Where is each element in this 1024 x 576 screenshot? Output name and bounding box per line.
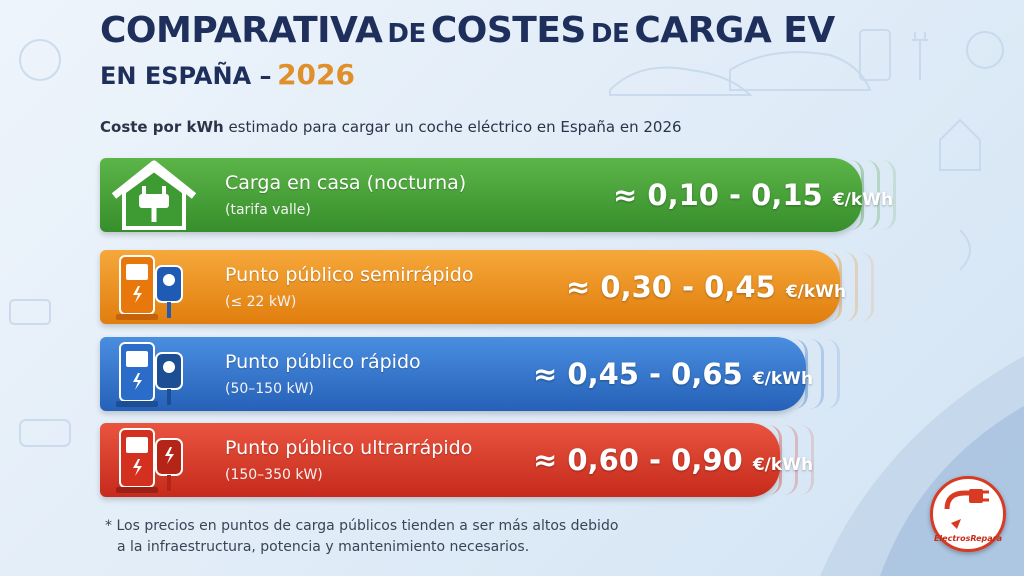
cost-bar	[100, 337, 806, 411]
title-word: COSTES	[430, 10, 587, 51]
footnote-line1: * Los precios en puntos de carga público…	[105, 518, 619, 534]
bar-trail	[866, 160, 880, 230]
bar-trail	[794, 339, 808, 409]
title-word: CARGA EV	[634, 10, 835, 51]
bar-trail	[844, 252, 858, 322]
price-unit: €/kWh	[752, 369, 814, 389]
title-word: DE	[387, 19, 426, 49]
orange-charger-icon	[104, 250, 204, 324]
logo-text: ElectrosRepara	[933, 534, 1003, 543]
bar-trail	[850, 160, 864, 230]
bar-trail	[882, 160, 896, 230]
bar-trail	[768, 425, 782, 495]
row-sublabel: (tarifa valle)	[225, 202, 311, 218]
title-word: DE	[590, 19, 630, 49]
cost-bar	[100, 158, 862, 232]
row-price: ≈ 0,30 - 0,45 €/kWh	[566, 270, 846, 304]
title-word: COMPARATIVA	[100, 10, 383, 51]
brand-logo[interactable]: ElectrosRepara	[930, 476, 1006, 552]
footnote-line2: a la infraestructura, potencia y manteni…	[117, 539, 530, 555]
row-sublabel: (150–350 kW)	[225, 467, 323, 483]
bar-trail	[800, 425, 814, 495]
subtitle: Coste por kWh estimado para cargar un co…	[100, 118, 682, 136]
bar-trail	[860, 252, 874, 322]
page-title-line1: COMPARATIVA DE COSTES DE CARGA EV	[100, 10, 835, 51]
row-label: Punto público ultrarrápido	[225, 437, 473, 459]
row-sublabel: (50–150 kW)	[225, 381, 314, 397]
bar-trail	[810, 339, 824, 409]
title-year: 2026	[277, 58, 356, 91]
row-price: ≈ 0,60 - 0,90 €/kWh	[533, 443, 813, 477]
price-range: ≈ 0,45 - 0,65	[533, 357, 743, 391]
bar-trail	[784, 425, 798, 495]
row-sublabel: (≤ 22 kW)	[225, 294, 297, 310]
subtitle-bold: Coste por kWh	[100, 118, 224, 136]
blue-charger-icon	[104, 337, 204, 411]
page-title-line2: EN ESPAÑA – 2026	[100, 58, 355, 91]
price-unit: €/kWh	[832, 190, 894, 210]
red-charger-icon	[104, 423, 204, 497]
price-range: ≈ 0,60 - 0,90	[533, 443, 743, 477]
price-range: ≈ 0,30 - 0,45	[566, 270, 776, 304]
title-country: EN ESPAÑA –	[100, 62, 272, 90]
price-range: ≈ 0,10 - 0,15	[613, 178, 823, 212]
subtitle-text: estimado para cargar un coche eléctrico …	[228, 118, 682, 136]
row-price: ≈ 0,45 - 0,65 €/kWh	[533, 357, 813, 391]
bar-trail	[828, 252, 842, 322]
price-unit: €/kWh	[785, 282, 847, 302]
row-price: ≈ 0,10 - 0,15 €/kWh	[613, 178, 893, 212]
cost-bar	[100, 250, 840, 324]
row-label: Punto público semirrápido	[225, 264, 474, 286]
price-unit: €/kWh	[752, 455, 814, 475]
row-label: Carga en casa (nocturna)	[225, 172, 467, 194]
bar-trail	[826, 339, 840, 409]
plug-logo-icon	[944, 489, 989, 529]
house-plug-icon	[104, 158, 204, 232]
row-label: Punto público rápido	[225, 351, 421, 373]
footnote: * Los precios en puntos de carga público…	[105, 516, 618, 558]
cost-bar	[100, 423, 780, 497]
